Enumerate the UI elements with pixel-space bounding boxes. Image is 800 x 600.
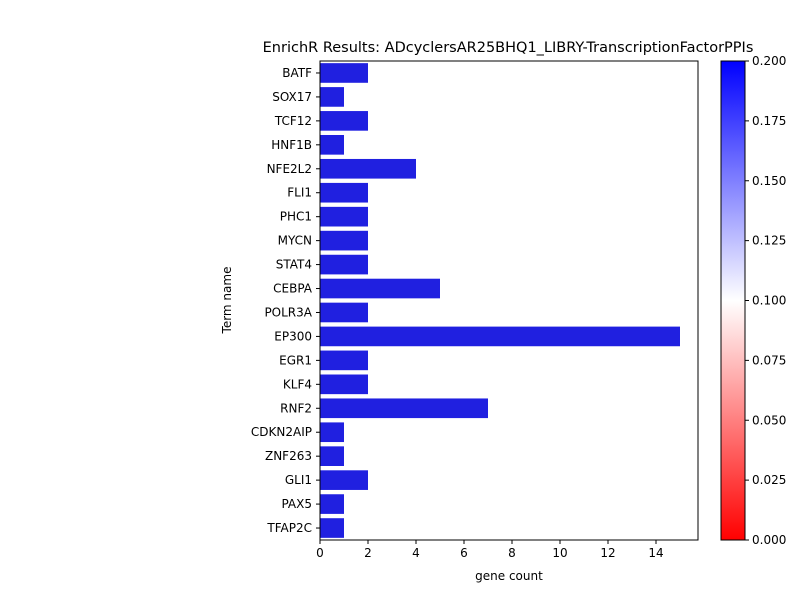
colorbar — [720, 60, 746, 541]
x-axis-label: gene count — [475, 569, 543, 583]
bar-rnf2 — [320, 398, 488, 419]
y-axis-label: Term name — [220, 267, 234, 335]
bar-cdkn2aip — [320, 422, 344, 443]
colorbar-tick-label: 0.025 — [752, 473, 786, 487]
bar-polr3a — [320, 302, 368, 323]
y-tick-label: EP300 — [274, 329, 312, 343]
bar-cebpa — [320, 278, 440, 299]
y-tick-label: ZNF263 — [265, 449, 312, 463]
x-tick-label: 2 — [364, 546, 372, 560]
bar-nfe2l2 — [320, 158, 416, 179]
bar-batf — [320, 63, 368, 83]
x-tick-label: 4 — [412, 546, 420, 560]
y-tick-label: EGR1 — [279, 353, 312, 367]
colorbar-tick-label: 0.100 — [752, 294, 786, 308]
y-tick-label: TCF12 — [274, 114, 312, 128]
colorbar-tick-label: 0.050 — [752, 413, 786, 427]
bar-gli1 — [320, 470, 368, 490]
y-tick-label: CDKN2AIP — [251, 425, 312, 439]
colorbar-tick-label: 0.200 — [752, 54, 786, 68]
bar-phc1 — [320, 206, 368, 227]
bar-ep300 — [320, 326, 680, 347]
y-tick-label: POLR3A — [264, 305, 312, 319]
x-tick-label: 6 — [460, 546, 468, 560]
bar-tfap2c — [320, 518, 344, 538]
x-tick-label: 8 — [508, 546, 516, 560]
bar-klf4 — [320, 374, 368, 395]
y-tick-label: NFE2L2 — [267, 162, 312, 176]
y-tick-label: SOX17 — [272, 90, 312, 104]
colorbar-tick-label: 0.150 — [752, 174, 786, 188]
bar-pax5 — [320, 494, 344, 514]
y-tick-label: HNF1B — [271, 138, 312, 152]
bar-fli1 — [320, 182, 368, 203]
plot-frame — [319, 60, 699, 541]
y-tick-label: TFAP2C — [266, 521, 312, 535]
y-tick-label: CEBPA — [273, 282, 313, 296]
colorbar-tick-label: 0.175 — [752, 114, 786, 128]
y-tick-label: GLI1 — [285, 473, 312, 487]
y-tick-label: PHC1 — [280, 210, 312, 224]
x-tick-label: 10 — [552, 546, 567, 560]
y-tick-label: FLI1 — [287, 186, 312, 200]
y-tick-label: MYCN — [278, 234, 312, 248]
colorbar-tick-label: 0.075 — [752, 353, 786, 367]
x-tick-label: 14 — [648, 546, 663, 560]
y-tick-label: PAX5 — [281, 497, 312, 511]
colorbar-tick-label: 0.125 — [752, 234, 786, 248]
bar-tcf12 — [320, 111, 368, 131]
x-tick-label: 0 — [316, 546, 324, 560]
colorbar-ticks: 0.000 0.025 0.050 0.075 0.100 0.125 0.150 0.175… — [745, 54, 786, 547]
x-axis-ticks: 0 2 4 6 8 10 12 14 — [316, 540, 664, 560]
chart-title: EnrichR Results: ADcyclersAR25BHQ1_LIBRY… — [263, 40, 754, 56]
bar-sox17 — [320, 87, 344, 107]
bar-egr1 — [320, 350, 368, 371]
y-tick-label: RNF2 — [280, 401, 312, 415]
y-tick-label: STAT4 — [276, 258, 312, 272]
bars-group — [320, 63, 680, 538]
x-tick-label: 12 — [600, 546, 615, 560]
bar-mycn — [320, 230, 368, 251]
bar-stat4 — [320, 254, 368, 275]
y-tick-label: BATF — [282, 66, 312, 80]
bar-hnf1b — [320, 135, 344, 155]
y-tick-label: KLF4 — [283, 377, 312, 391]
y-axis-ticks: BATF SOX17 TCF12 HNF1B NFE2L2 FLI1 PHC1 MYCN STA… — [251, 66, 320, 535]
colorbar-tick-label: 0.000 — [752, 533, 786, 547]
bar-znf263 — [320, 446, 344, 466]
